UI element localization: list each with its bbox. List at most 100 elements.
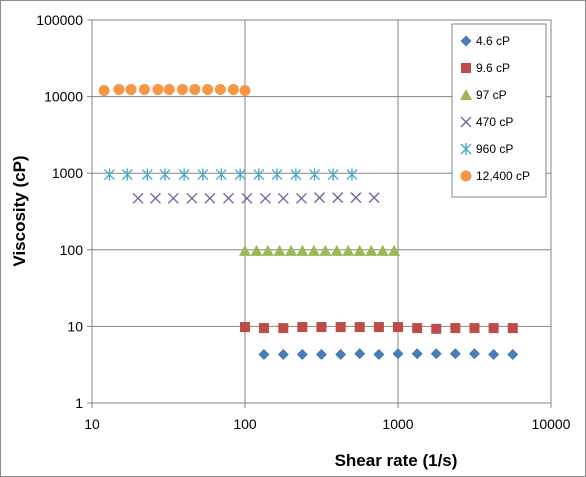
data-point (278, 323, 289, 334)
data-point (469, 348, 480, 360)
data-point (125, 83, 137, 95)
data-point (259, 192, 271, 204)
data-point (113, 83, 125, 95)
data-point (258, 349, 270, 360)
data-point (316, 322, 327, 333)
data-point (138, 83, 150, 95)
data-point (277, 349, 289, 360)
data-point (258, 323, 269, 334)
data-point (98, 85, 110, 97)
data-point (178, 168, 190, 181)
y-tick-label: 10000 (44, 89, 83, 105)
legend-item: 12,400 cP (460, 169, 530, 183)
data-point (393, 322, 403, 333)
y-axis-title: Viscosity (cP) (10, 155, 29, 266)
plot-area (91, 19, 552, 404)
data-point (309, 168, 321, 181)
marker-stroke (277, 192, 289, 204)
data-point (450, 323, 461, 334)
series-5 (98, 83, 251, 97)
data-point (346, 168, 358, 181)
marker-stroke (241, 192, 253, 204)
data-point (152, 83, 164, 95)
series-3 (132, 192, 380, 204)
data-point (163, 83, 175, 95)
data-point (204, 192, 216, 204)
data-point (296, 244, 309, 256)
legend-label: 470 cP (476, 115, 513, 129)
y-tick-label: 10 (67, 318, 83, 334)
data-point (234, 168, 246, 181)
data-point (350, 192, 362, 204)
data-point (327, 168, 339, 181)
marker-stroke (222, 192, 234, 204)
data-point (335, 349, 347, 360)
data-point (430, 348, 442, 360)
legend-item: 9.6 cP (461, 61, 510, 75)
data-point (103, 168, 115, 181)
legend: 4.6 cP 9.6 cP 97 cP 470 cP 960 cP 12,400 cP (451, 23, 547, 198)
legend-label: 9.6 cP (476, 61, 510, 75)
marker-stroke (204, 192, 216, 204)
data-point (507, 349, 519, 360)
data-point (222, 192, 234, 204)
data-point (330, 244, 343, 256)
data-point (202, 83, 214, 95)
data-point (376, 244, 389, 256)
legend-marker (460, 143, 472, 155)
data-point (271, 168, 283, 181)
marker-stroke (167, 192, 179, 204)
data-point (388, 244, 401, 256)
data-point (227, 83, 239, 95)
data-point (261, 244, 274, 256)
legend-item: 470 cP (460, 115, 513, 129)
data-point (186, 192, 198, 204)
data-point (449, 348, 461, 360)
series-2 (239, 244, 401, 256)
marker-stroke (350, 192, 362, 204)
data-point (373, 349, 385, 360)
data-point (197, 168, 209, 181)
marker-stroke (259, 192, 271, 204)
data-point (314, 192, 326, 204)
series-0 (258, 348, 519, 360)
data-point (316, 349, 327, 360)
legend-marker (460, 170, 472, 182)
data-point (253, 168, 265, 181)
legend-label: 960 cP (476, 142, 513, 156)
data-point (285, 244, 298, 256)
data-point (353, 244, 366, 256)
legend-item: 960 cP (460, 142, 513, 156)
data-point (296, 349, 308, 360)
data-point (335, 322, 346, 333)
series-1 (240, 322, 518, 334)
data-point (332, 192, 344, 204)
data-point (149, 192, 161, 204)
y-tick-label: 1 (75, 395, 83, 411)
x-axis-title: Shear rate (1/s) (335, 451, 458, 470)
marker-stroke (149, 192, 161, 204)
legend-label: 12,400 cP (476, 169, 530, 183)
marker-stroke (332, 192, 344, 204)
data-point (507, 323, 518, 334)
y-tick-label: 100000 (36, 12, 83, 28)
data-point (215, 168, 227, 181)
y-tick-label: 100 (60, 242, 84, 258)
marker-stroke (132, 192, 144, 204)
data-point (141, 168, 153, 181)
marker-stroke (460, 116, 472, 128)
data-point (290, 168, 302, 181)
marker-stroke (368, 192, 380, 204)
data-point (354, 348, 366, 360)
data-point (297, 322, 308, 333)
x-tick-label: 100 (233, 416, 257, 432)
legend-marker (460, 35, 472, 47)
data-series (98, 83, 519, 360)
data-point (307, 244, 320, 256)
data-point (319, 244, 332, 256)
marker-stroke (295, 192, 307, 204)
data-point (239, 85, 251, 97)
data-point (342, 244, 355, 256)
